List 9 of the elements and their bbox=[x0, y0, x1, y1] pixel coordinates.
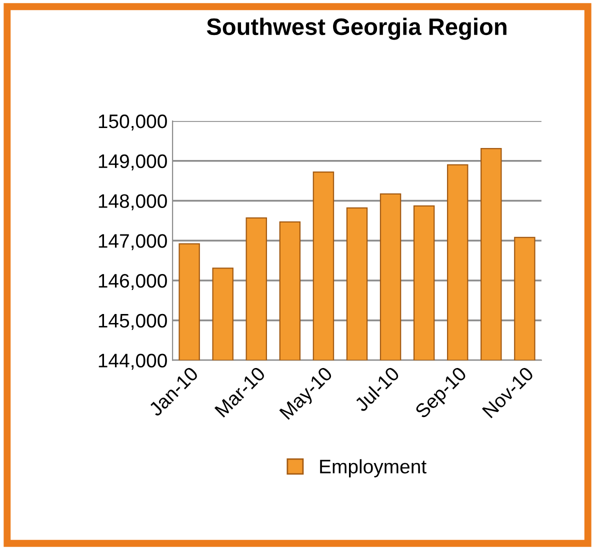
y-tick-label: 147,000 bbox=[98, 234, 167, 250]
legend-label: Employment bbox=[320, 459, 426, 478]
y-tick-label: 150,000 bbox=[98, 114, 167, 131]
y-tick-label: 148,000 bbox=[98, 194, 167, 210]
y-tick-label: 146,000 bbox=[98, 274, 167, 290]
y-tick-label: 145,000 bbox=[98, 314, 167, 330]
y-tick-label: 149,000 bbox=[98, 154, 167, 170]
chart-title: Southwest Georgia Region bbox=[206, 18, 506, 40]
y-tick-label: 144,000 bbox=[98, 354, 167, 370]
